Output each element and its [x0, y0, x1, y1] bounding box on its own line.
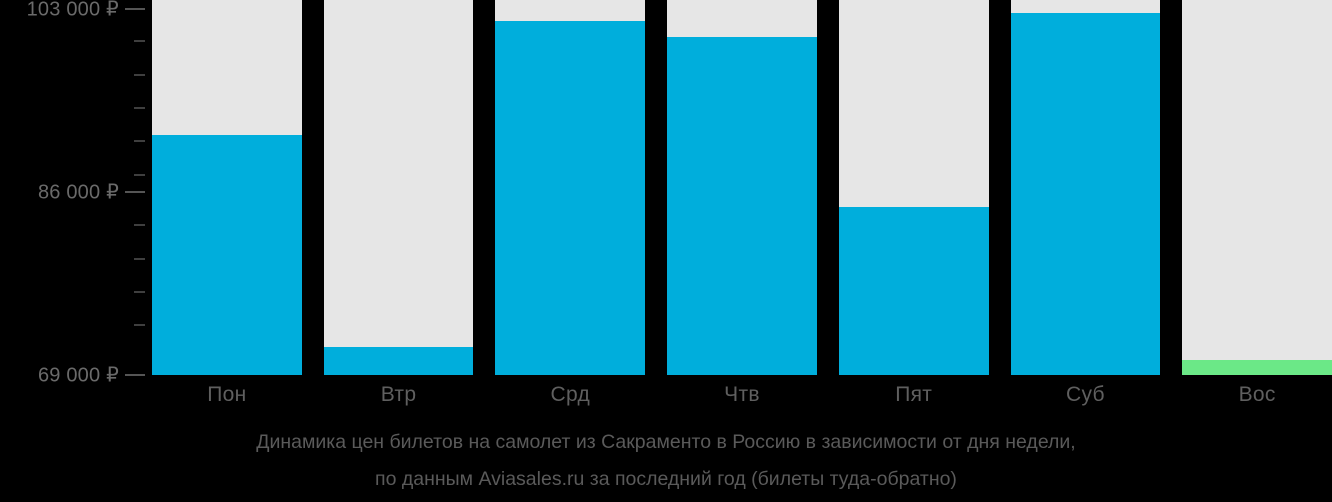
tick-mark	[134, 73, 145, 76]
tick-mark	[134, 140, 145, 143]
tick-mark	[134, 291, 145, 294]
x-axis-label-втр: Втр	[380, 383, 417, 406]
y-axis: 103 000 ₽ 86 000 ₽ 69 000 ₽	[0, 0, 152, 387]
chart-caption: Динамика цен билетов на самолет из Сакра…	[0, 424, 1332, 498]
bar-group-втр[interactable]	[323, 0, 474, 375]
bar-value-пон[interactable]	[152, 134, 302, 375]
caption-line-2: по данным Aviasales.ru за последний год …	[375, 468, 957, 490]
caption-line-1: Динамика цен билетов на самолет из Сакра…	[256, 431, 1076, 453]
bar-track	[323, 0, 474, 375]
bar-group-срд[interactable]	[495, 0, 646, 375]
bar-value-срд[interactable]	[495, 20, 646, 375]
x-axis-label-срд: Срд	[550, 383, 591, 406]
bar-value-чтв[interactable]	[667, 37, 817, 375]
x-axis-label-вос: Вос	[1238, 383, 1276, 406]
y-axis-label: 69 000 ₽	[37, 364, 119, 387]
tick-mark	[134, 173, 145, 176]
y-axis-label: 103 000 ₽	[26, 0, 119, 21]
tick-mark	[125, 374, 145, 376]
bar-group-суб[interactable]	[1010, 0, 1161, 375]
x-axis-label-чтв: Чтв	[724, 383, 760, 406]
bar-value-суб[interactable]	[1010, 13, 1161, 375]
tick-mark	[125, 191, 145, 193]
bar-value-втр[interactable]	[323, 347, 474, 375]
bar-track	[1182, 0, 1332, 375]
x-axis: Пон Втр Срд Чтв Пят Суб Вос	[152, 375, 1332, 417]
tick-mark	[134, 257, 145, 260]
x-axis-label-пят: Пят	[895, 383, 933, 406]
bar-group-пон[interactable]	[152, 0, 302, 375]
tick-mark	[134, 324, 145, 327]
x-axis-label-пон: Пон	[207, 383, 247, 406]
tick-mark	[134, 224, 145, 227]
plot-area	[152, 0, 1332, 375]
tick-mark	[134, 40, 145, 43]
x-axis-label-суб: Суб	[1065, 383, 1105, 406]
bar-group-чтв[interactable]	[667, 0, 817, 375]
bar-value-пят[interactable]	[838, 207, 989, 375]
y-axis-label: 86 000 ₽	[37, 181, 119, 204]
bar-value-вос[interactable]	[1182, 360, 1332, 375]
bar-group-вос[interactable]	[1182, 0, 1332, 375]
tick-mark	[125, 8, 145, 10]
bar-group-пят[interactable]	[838, 0, 989, 375]
tick-mark	[134, 107, 145, 110]
